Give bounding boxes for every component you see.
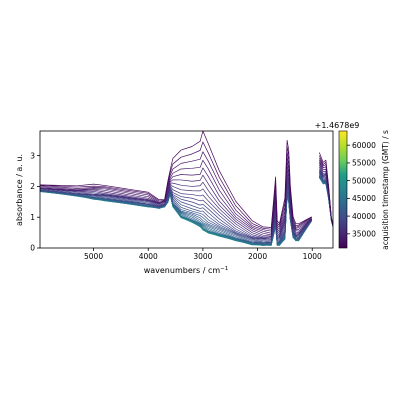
x-axis-label: wavenumbers / cm−1 [144,266,229,275]
y-tick-label: 0 [30,244,35,253]
x-tick-label: 1000 [303,252,322,261]
spectra-series-group [40,131,333,246]
y-axis-ticks: 0 1 2 3 [30,151,40,253]
colorbar-label: acquisition timestamp (GMT) / s [381,130,390,250]
y-tick-label: 3 [30,151,35,160]
y-tick-label: 1 [30,213,35,222]
spectrum-line [40,131,333,228]
x-axis-ticks: 5000 4000 3000 2000 1000 [84,248,322,261]
colorbar-tick-label: 40000 [352,212,376,221]
y-tick-label: 2 [30,182,35,191]
colorbar-tick-label: 60000 [352,141,376,150]
y-axis-label: absorbance / a. u. [15,154,24,226]
colorbar-ticks: 35000 40000 45000 50000 55000 60000 [347,141,376,239]
colorbar-tick-label: 50000 [352,176,376,185]
colorbar-tick-label: 55000 [352,159,376,168]
x-tick-label: 2000 [248,252,267,261]
plot-frame [39,130,334,249]
x-tick-label: 4000 [139,252,158,261]
colorbar-tick-label: 35000 [352,230,376,239]
x-tick-label: 5000 [84,252,103,261]
x-tick-label: 3000 [193,252,212,261]
colorbar [338,130,348,249]
colorbar-tick-label: 45000 [352,194,376,203]
colorbar-offset-text: +1.4678e9 [315,121,360,130]
